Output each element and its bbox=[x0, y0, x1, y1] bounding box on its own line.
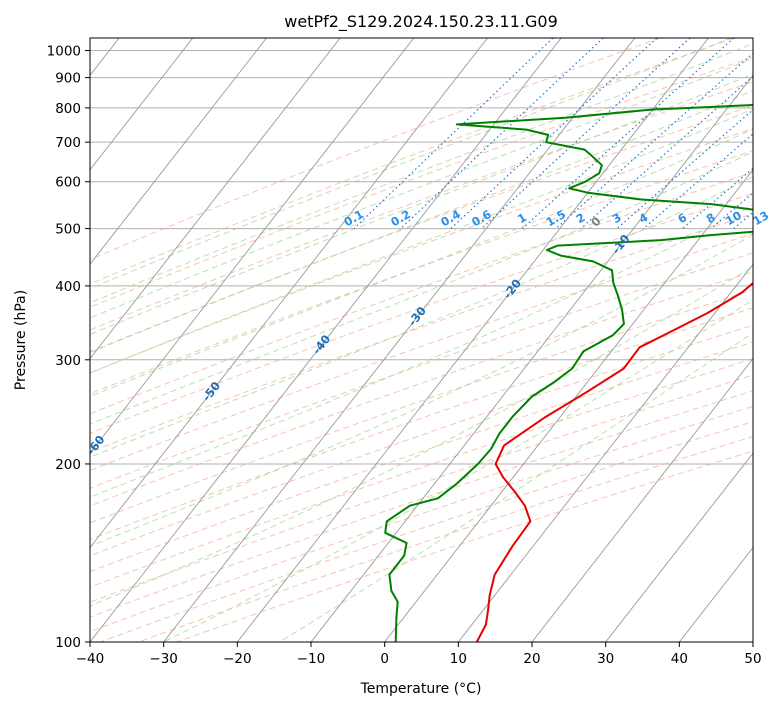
x-tick-label: 10 bbox=[450, 651, 467, 667]
dry-adiabat-line bbox=[90, 252, 753, 489]
y-tick-label: 800 bbox=[55, 101, 81, 117]
mixing-ratio-label: 2 bbox=[574, 210, 588, 226]
isotherm-line bbox=[90, 38, 194, 171]
dry-adiabat-line bbox=[90, 213, 753, 453]
y-tick-label: 700 bbox=[55, 135, 81, 151]
mixing-ratio-line bbox=[353, 38, 554, 230]
dry-adiabat-line bbox=[90, 38, 735, 285]
y-tick-label: 100 bbox=[55, 635, 81, 651]
dry-adiabat-line bbox=[138, 435, 753, 642]
mixing-ratio-line bbox=[555, 52, 753, 230]
dewpoint-curve bbox=[384, 104, 753, 642]
dry-adiabat-line bbox=[100, 420, 753, 642]
mixing-ratio-label: 1.5 bbox=[543, 207, 568, 229]
moist-adiabat-line bbox=[163, 299, 753, 642]
x-tick-label: 30 bbox=[597, 651, 614, 667]
y-tick-label: 1000 bbox=[47, 44, 81, 60]
dry-adiabat-line bbox=[176, 450, 753, 642]
mixing-ratio-line bbox=[450, 38, 658, 230]
mixing-ratio-label: 13 bbox=[750, 208, 771, 228]
moist-adiabat-line bbox=[90, 38, 732, 290]
isotherm-line bbox=[457, 263, 753, 642]
mixing-ratio-label: 4 bbox=[636, 210, 650, 226]
y-tick-label: 600 bbox=[55, 175, 81, 191]
isotherm-line bbox=[384, 169, 753, 642]
dry-adiabat-line bbox=[90, 56, 753, 308]
dry-adiabat-line bbox=[90, 374, 753, 603]
isotherm-line bbox=[310, 74, 753, 642]
x-tick-label: 50 bbox=[744, 651, 761, 667]
mixing-ratio-label: 0.4 bbox=[438, 207, 463, 229]
moist-adiabat-line bbox=[90, 43, 753, 304]
mixing-ratio-label: 16 bbox=[772, 208, 775, 228]
mixing-ratio-label: 6 bbox=[675, 210, 689, 226]
x-tick-label: −30 bbox=[149, 651, 178, 667]
mixing-ratio-label: 10 bbox=[723, 208, 744, 228]
x-tick-label: 20 bbox=[523, 651, 540, 667]
y-tick-label: 300 bbox=[55, 353, 81, 369]
x-tick-label: −40 bbox=[76, 651, 105, 667]
isotherm-label: -30 bbox=[405, 304, 429, 329]
plot-frame bbox=[89, 37, 754, 643]
dry-adiabat-line bbox=[90, 390, 753, 618]
isotherm-line bbox=[531, 357, 753, 642]
isotherm-line bbox=[236, 38, 709, 642]
x-tick-label: 0 bbox=[380, 651, 389, 667]
temperature-curve bbox=[475, 281, 753, 642]
mixing-ratio-line bbox=[616, 109, 753, 230]
mixing-ratio-line bbox=[761, 38, 775, 229]
y-axis-label: Pressure (hPa) bbox=[13, 290, 29, 390]
chart-title: wetPf2_S129.2024.150.23.11.G09 bbox=[284, 12, 558, 32]
isotherm-line bbox=[90, 38, 488, 549]
isotherm-label: -20 bbox=[500, 276, 524, 301]
mixing-ratio-line bbox=[733, 211, 753, 230]
isotherm-line bbox=[90, 38, 415, 454]
isotherm-label: -60 bbox=[84, 433, 108, 458]
y-tick-label: 200 bbox=[55, 457, 81, 473]
isotherm-line bbox=[90, 38, 267, 265]
dry-adiabat-line bbox=[90, 127, 753, 374]
dry-adiabat-line bbox=[90, 289, 753, 524]
mixing-ratio-label: 1 bbox=[515, 210, 529, 226]
dry-adiabat-line bbox=[90, 405, 753, 633]
isotherm-line bbox=[90, 38, 562, 642]
y-tick-label: 500 bbox=[55, 222, 81, 238]
isotherm-line bbox=[605, 452, 753, 642]
mixing-ratio-line bbox=[580, 75, 753, 230]
isotherm-label: -10 bbox=[609, 232, 633, 257]
mixing-ratio-line bbox=[521, 38, 735, 230]
y-tick-label: 900 bbox=[55, 71, 81, 87]
x-tick-label: 40 bbox=[671, 651, 688, 667]
x-tick-label: −10 bbox=[297, 651, 326, 667]
isotherm-line bbox=[752, 641, 753, 642]
x-axis-label: Temperature (°C) bbox=[360, 681, 482, 697]
moist-adiabat-line bbox=[90, 266, 753, 607]
dry-adiabat-line bbox=[90, 232, 753, 472]
dry-adiabat-line bbox=[90, 150, 753, 395]
dry-adiabat-line bbox=[90, 171, 753, 415]
x-tick-label: −20 bbox=[223, 651, 252, 667]
dry-adiabat-line bbox=[90, 104, 753, 353]
isotherm-line bbox=[163, 38, 636, 642]
dry-adiabat-line bbox=[90, 192, 753, 434]
y-tick-label: 400 bbox=[55, 279, 81, 295]
isotherm-line bbox=[90, 38, 341, 360]
